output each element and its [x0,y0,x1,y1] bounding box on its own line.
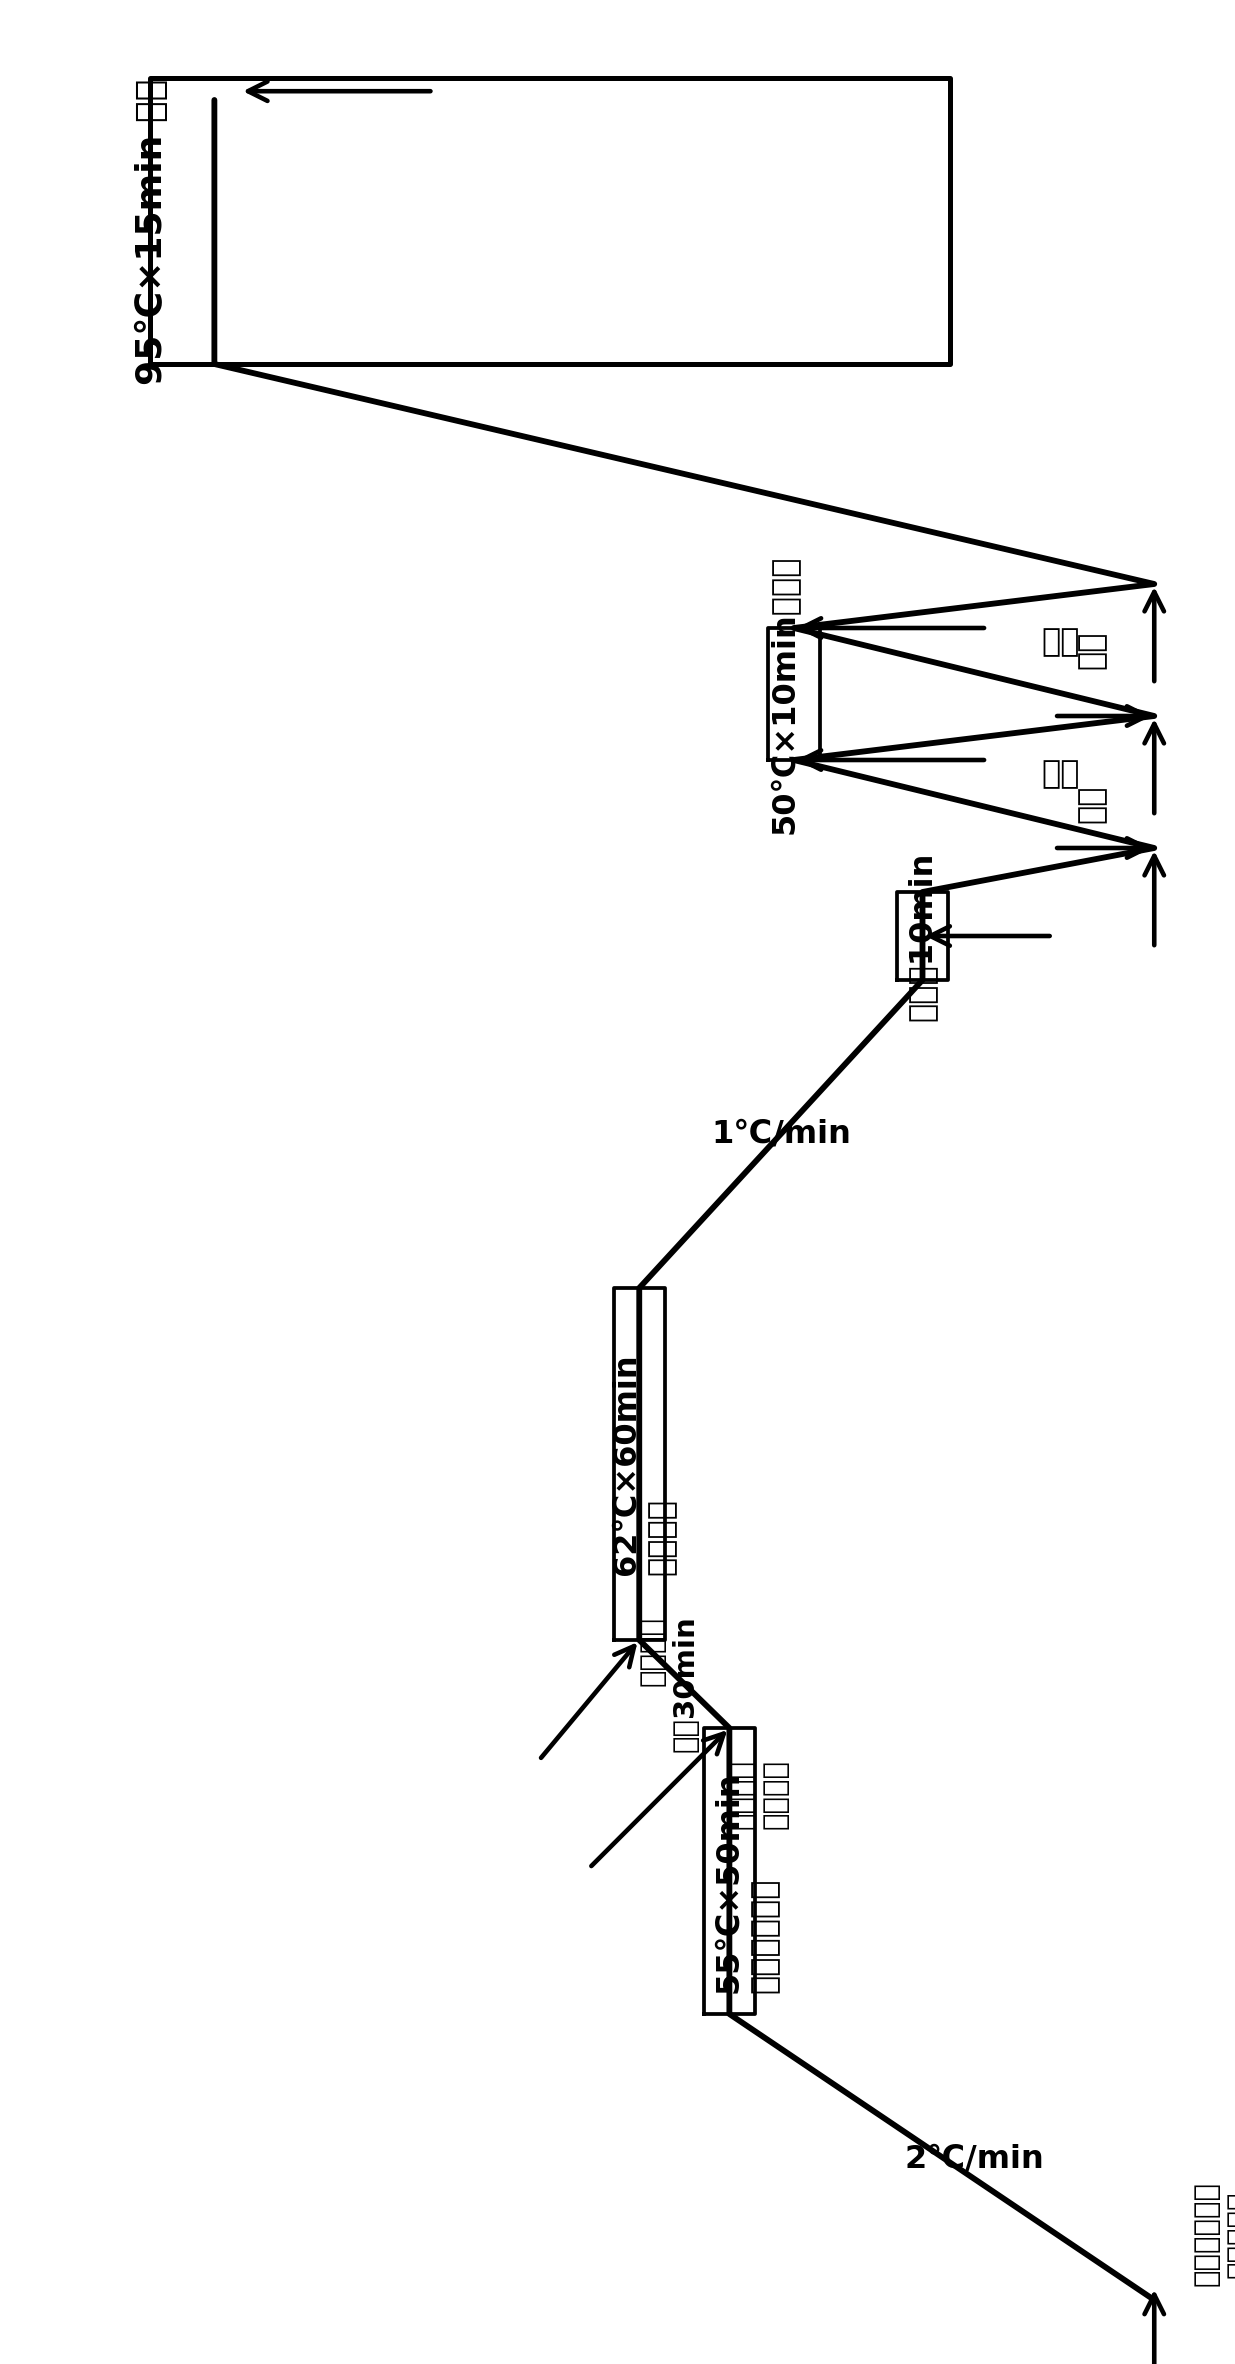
Text: 加入活性
染料30min: 加入活性 染料30min [638,1615,699,1752]
Text: 含有复合生物
酶的处理液: 含有复合生物 酶的处理液 [1193,2182,1235,2286]
Text: 95℃×15min 皂洗: 95℃×15min 皂洗 [135,78,169,385]
Text: 入水: 入水 [1041,626,1079,660]
Text: 50℃×10min调酸碱: 50℃×10min调酸碱 [771,553,802,834]
Text: 1℃/min: 1℃/min [711,1118,851,1149]
Text: 排液: 排液 [1077,631,1108,669]
Text: 入水: 入水 [1041,759,1079,790]
Text: 62℃×60min
保温染色: 62℃×60min 保温染色 [610,1352,678,1574]
Text: 2℃/min: 2℃/min [904,2144,1044,2175]
Text: 减灭洗10min: 减灭洗10min [906,851,937,1021]
Text: 55℃×50min
生物酶前处理: 55℃×50min 生物酶前处理 [714,1771,781,1993]
Text: 排液: 排液 [1077,785,1108,823]
Text: 加入元明
粉和纯碱: 加入元明 粉和纯碱 [729,1759,789,1830]
